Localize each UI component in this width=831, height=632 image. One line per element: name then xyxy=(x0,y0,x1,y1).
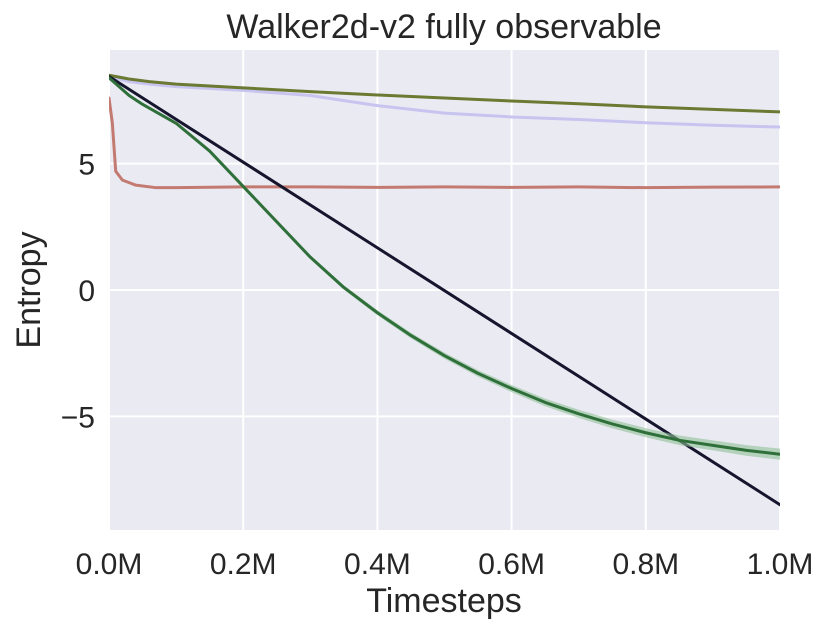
y-tick-label: 5 xyxy=(78,149,95,182)
grid xyxy=(108,50,781,530)
y-axis-label: Entropy xyxy=(10,231,48,348)
series-1-line xyxy=(109,75,780,129)
x-tick-label: 0.2M xyxy=(210,548,277,581)
y-tick-label: 0 xyxy=(78,275,95,308)
series-4-line xyxy=(109,76,780,456)
tick-labels: 0.0M 0.2M 0.4M 0.6M 0.8M 1.0M 5 0 −5 xyxy=(61,149,814,581)
x-tick-label: 0.0M xyxy=(76,548,143,581)
x-tick-label: 1.0M xyxy=(747,548,814,581)
series-lines xyxy=(109,73,780,507)
x-tick-label: 0.8M xyxy=(612,548,679,581)
x-tick-label: 0.6M xyxy=(478,548,545,581)
x-tick-label: 0.4M xyxy=(344,548,411,581)
x-axis-label: Timesteps xyxy=(366,582,522,620)
series-0-line xyxy=(109,96,780,190)
chart-title: Walker2d-v2 fully observable xyxy=(226,8,661,46)
y-tick-label: −5 xyxy=(61,401,95,434)
series-2-line xyxy=(109,73,780,114)
